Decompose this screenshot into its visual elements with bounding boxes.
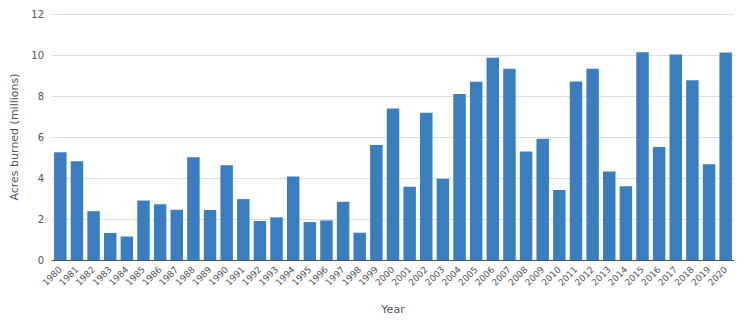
- svg-text:2015: 2015: [622, 264, 646, 288]
- svg-text:1993: 1993: [256, 264, 281, 288]
- svg-text:1996: 1996: [306, 264, 330, 288]
- svg-text:2018: 2018: [672, 264, 696, 288]
- svg-text:1988: 1988: [173, 264, 197, 288]
- svg-text:2011: 2011: [556, 264, 580, 288]
- svg-text:2006: 2006: [473, 264, 497, 288]
- svg-text:1985: 1985: [123, 264, 147, 288]
- svg-text:1999: 1999: [356, 264, 380, 288]
- svg-text:2019: 2019: [689, 264, 713, 288]
- svg-text:1992: 1992: [240, 264, 264, 288]
- svg-text:1984: 1984: [107, 264, 131, 288]
- svg-text:1986: 1986: [140, 264, 164, 288]
- svg-text:1994: 1994: [273, 264, 297, 288]
- svg-text:2001: 2001: [389, 264, 414, 288]
- svg-text:2004: 2004: [439, 264, 464, 288]
- svg-text:2008: 2008: [506, 264, 530, 288]
- svg-text:1987: 1987: [157, 264, 181, 288]
- svg-text:2002: 2002: [406, 264, 430, 288]
- svg-text:Year: Year: [380, 303, 405, 316]
- svg-text:1997: 1997: [323, 264, 347, 288]
- svg-text:2014: 2014: [606, 264, 630, 288]
- svg-text:10: 10: [31, 50, 44, 61]
- svg-text:2000: 2000: [373, 264, 397, 288]
- svg-text:12: 12: [31, 9, 44, 20]
- svg-text:2010: 2010: [539, 264, 563, 288]
- svg-text:6: 6: [38, 132, 44, 143]
- svg-text:2012: 2012: [572, 264, 597, 288]
- svg-text:8: 8: [38, 91, 44, 102]
- svg-text:2009: 2009: [523, 264, 547, 288]
- svg-text:1998: 1998: [340, 264, 364, 288]
- svg-text:2005: 2005: [456, 264, 480, 288]
- svg-text:1981: 1981: [57, 264, 81, 288]
- svg-text:2016: 2016: [639, 264, 663, 288]
- svg-text:1982: 1982: [73, 264, 98, 288]
- svg-text:1980: 1980: [40, 264, 64, 288]
- svg-text:2003: 2003: [423, 264, 447, 288]
- svg-text:1995: 1995: [290, 264, 314, 288]
- svg-text:1991: 1991: [223, 264, 247, 288]
- svg-text:2: 2: [38, 214, 44, 225]
- svg-text:4: 4: [38, 173, 44, 184]
- svg-text:2017: 2017: [656, 264, 680, 288]
- svg-text:2013: 2013: [589, 264, 613, 288]
- svg-text:Acres burned (millions): Acres burned (millions): [8, 73, 21, 200]
- svg-text:0: 0: [38, 255, 44, 266]
- svg-text:2020: 2020: [706, 264, 729, 287]
- svg-text:2007: 2007: [489, 264, 513, 288]
- svg-text:1990: 1990: [206, 264, 231, 288]
- svg-text:1989: 1989: [190, 264, 214, 288]
- svg-text:1983: 1983: [90, 264, 114, 288]
